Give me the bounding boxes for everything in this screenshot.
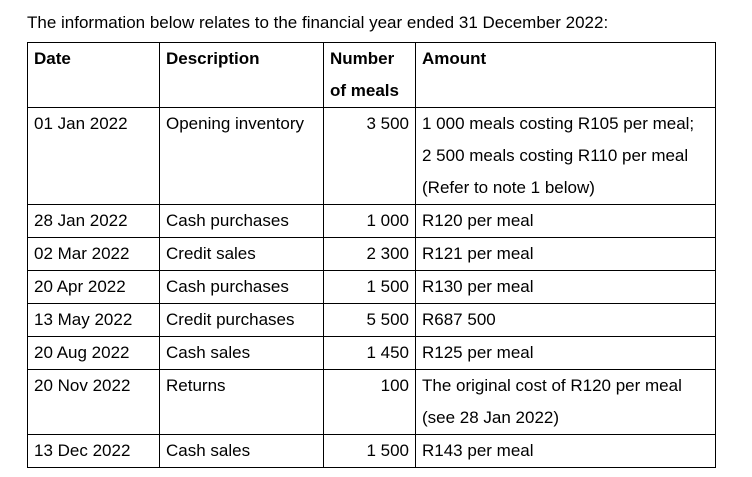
cell-description: Cash sales [159,434,324,468]
table-row: 28 Jan 2022 Cash purchases 1 000 R120 pe… [27,204,716,238]
amount-line: (Refer to note 1 below) [422,178,595,197]
cell-description: Credit purchases [159,303,324,337]
cell-date: 28 Jan 2022 [27,204,160,238]
cell-amount: 1 000 meals costing R105 per meal; 2 500… [415,107,716,205]
header-number: Number [323,42,416,75]
cell-amount: R120 per meal [415,204,716,238]
cell-amount: R130 per meal [415,270,716,304]
header-date: Date [27,42,160,75]
cell-date: 13 Dec 2022 [27,434,160,468]
table-row: 02 Mar 2022 Credit sales 2 300 R121 per … [27,237,716,271]
header-description: Description [159,42,324,75]
table-row: 20 Aug 2022 Cash sales 1 450 R125 per me… [27,336,716,370]
cell-number: 2 300 [323,237,416,271]
cell-number: 1 500 [323,434,416,468]
transactions-table: Date Description Number Amount of meals … [27,42,716,468]
table-row: 20 Apr 2022 Cash purchases 1 500 R130 pe… [27,270,716,304]
table-row: 20 Nov 2022 Returns 100 The original cos… [27,369,716,435]
amount-line: 1 000 meals costing R105 per meal; [422,114,695,133]
table-row: 13 Dec 2022 Cash sales 1 500 R143 per me… [27,434,716,468]
header-number-line2: of meals [323,75,416,108]
intro-text: The information below relates to the fin… [27,13,609,32]
cell-amount: R121 per meal [415,237,716,271]
amount-line: The original cost of R120 per meal [422,376,682,395]
cell-date: 20 Aug 2022 [27,336,160,370]
cell-date: 20 Nov 2022 [27,369,160,435]
header-amount: Amount [415,42,716,75]
cell-number: 1 500 [323,270,416,304]
cell-amount: R125 per meal [415,336,716,370]
cell-number: 1 450 [323,336,416,370]
cell-number: 5 500 [323,303,416,337]
cell-date: 01 Jan 2022 [27,107,160,205]
cell-description: Credit sales [159,237,324,271]
cell-description: Opening inventory [159,107,324,205]
cell-description: Cash purchases [159,204,324,238]
cell-description: Returns [159,369,324,435]
amount-line: 2 500 meals costing R110 per meal [422,146,689,165]
cell-number: 1 000 [323,204,416,238]
cell-number: 100 [323,369,416,435]
cell-date: 20 Apr 2022 [27,270,160,304]
cell-amount: The original cost of R120 per meal (see … [415,369,716,435]
cell-number: 3 500 [323,107,416,205]
table-row: 13 May 2022 Credit purchases 5 500 R687 … [27,303,716,337]
amount-line: (see 28 Jan 2022) [422,408,560,427]
cell-description: Cash purchases [159,270,324,304]
cell-date: 13 May 2022 [27,303,160,337]
table-row: 01 Jan 2022 Opening inventory 3 500 1 00… [27,107,716,205]
cell-date: 02 Mar 2022 [27,237,160,271]
cell-amount: R687 500 [415,303,716,337]
cell-description: Cash sales [159,336,324,370]
cell-amount: R143 per meal [415,434,716,468]
